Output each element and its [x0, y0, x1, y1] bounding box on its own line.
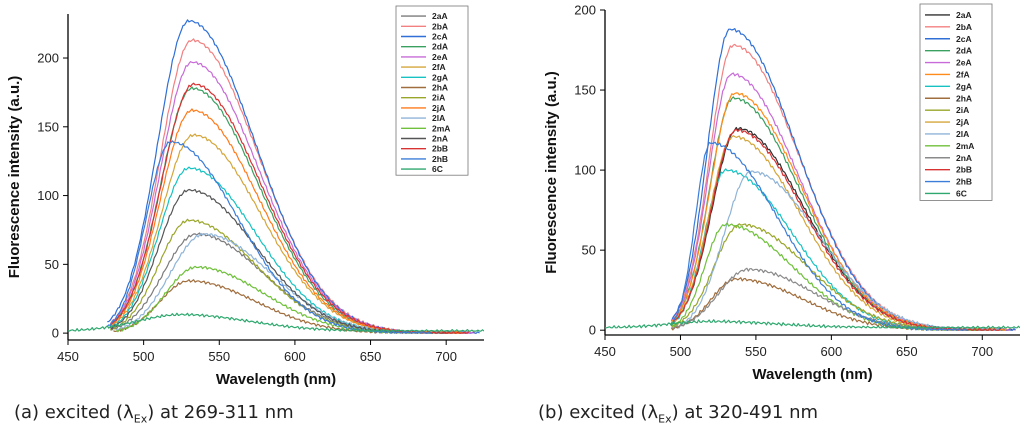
y-axis-label: Fluorescence intensity (a.u.) — [6, 76, 23, 279]
x-tick-label: 700 — [971, 344, 993, 359]
x-tick-label: 650 — [896, 344, 918, 359]
series-line-2iA — [671, 223, 991, 331]
legend-label: 2hB — [432, 154, 448, 164]
legend: 2aA2bA2cA2dA2eA2fA2gA2hA2iA2jA2lA2mA2nA2… — [395, 5, 469, 176]
legend-label: 2gA — [956, 81, 972, 91]
legend-label: 2hA — [432, 83, 448, 93]
x-tick-label: 500 — [133, 349, 155, 364]
x-tick-label: 550 — [208, 349, 230, 364]
legend-label: 2mA — [956, 141, 974, 151]
legend-label: 2iA — [432, 93, 445, 103]
legend-label: 2bB — [956, 165, 972, 175]
series-line-2hA — [113, 279, 432, 334]
panel-a-chart: 450 500 550 600 650 700 0 50 100 150 200 Wavelength… — [6, 5, 484, 388]
y-tick-label: 50 — [582, 243, 596, 258]
legend-label: 2lA — [956, 129, 969, 139]
legend-label: 2jA — [432, 103, 445, 113]
legend-box — [919, 3, 993, 201]
legend-label: 2hA — [956, 93, 972, 103]
series-line-2hB — [106, 140, 432, 334]
series-line-6C — [68, 312, 484, 332]
y-tick-label: 200 — [574, 3, 596, 18]
legend-label: 2bB — [432, 144, 448, 154]
caption-b: (b) excited (λEx) at 320-491 nm — [538, 402, 819, 426]
y-tick-label: 150 — [574, 83, 596, 98]
x-tick-label: 600 — [821, 344, 843, 359]
legend-label: 2nA — [956, 153, 972, 163]
legend-label: 2gA — [432, 72, 448, 82]
y-axis-label: Fluorescence intensity (a.u.) — [543, 71, 560, 274]
legend-label: 2lA — [432, 113, 445, 123]
x-axis-label: Wavelength (nm) — [216, 371, 336, 388]
x-tick-label: 600 — [284, 349, 306, 364]
x-tick-label: 700 — [435, 349, 457, 364]
legend-label: 2cA — [956, 34, 972, 44]
y-tick-label: 100 — [574, 163, 596, 178]
x-tick-label: 450 — [57, 349, 79, 364]
plot-area — [605, 28, 1020, 331]
legend-label: 2bA — [432, 21, 448, 31]
legend-label: 2aA — [432, 11, 448, 21]
x-axis-label: Wavelength (nm) — [752, 366, 872, 383]
x-tick-label: 450 — [594, 344, 616, 359]
y-tick-label: 50 — [45, 257, 59, 272]
x-tick-label: 550 — [745, 344, 767, 359]
series-line-6C — [605, 319, 1020, 329]
y-tick-label: 100 — [37, 188, 59, 203]
legend-label: 2jA — [956, 117, 969, 127]
x-tick-label: 500 — [670, 344, 692, 359]
caption-a: (a) excited (λEx) at 269-311 nm — [14, 402, 294, 426]
y-tick-label: 0 — [52, 326, 59, 341]
series-line-2hB — [671, 141, 968, 331]
legend-label: 2iA — [956, 105, 969, 115]
legend-label: 2nA — [432, 134, 448, 144]
legend-label: 2mA — [432, 123, 450, 133]
panel-b-chart: 450 500 550 600 650 700 0 50 100 150 200 Wavelength… — [543, 3, 1020, 383]
legend-box — [395, 5, 469, 176]
plot-area — [68, 19, 484, 334]
legend-label: 2dA — [432, 42, 448, 52]
legend-label: 6C — [432, 164, 443, 174]
y-tick-label: 0 — [589, 323, 596, 338]
x-tick-label: 650 — [360, 349, 382, 364]
legend-label: 2bA — [956, 22, 972, 32]
y-tick-label: 150 — [37, 119, 59, 134]
legend-label: 2hB — [956, 177, 972, 187]
legend-label: 2fA — [956, 69, 970, 79]
legend-label: 2aA — [956, 10, 972, 20]
legend-label: 2eA — [432, 52, 448, 62]
legend-label: 2dA — [956, 46, 972, 56]
y-tick-label: 200 — [37, 51, 59, 66]
legend-label: 2eA — [956, 58, 972, 68]
series-line-2aA — [110, 232, 447, 334]
legend-label: 2fA — [432, 62, 446, 72]
legend-label: 6C — [956, 188, 967, 198]
legend-label: 2cA — [432, 32, 448, 42]
